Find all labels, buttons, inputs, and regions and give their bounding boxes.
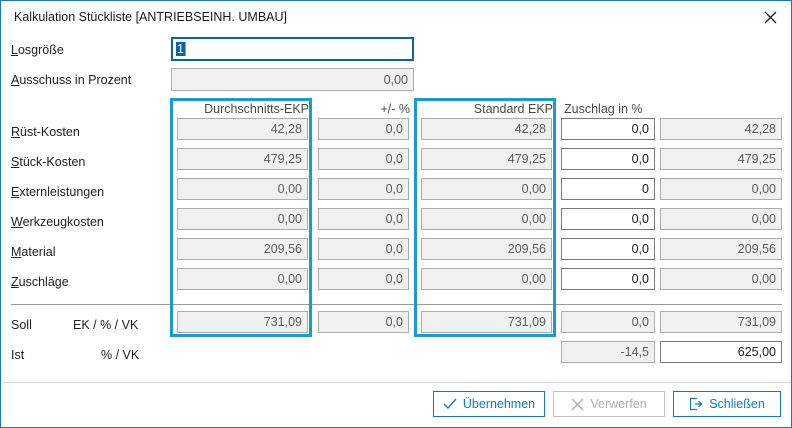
cell-material-plus-minus[interactable]: 0,0	[318, 238, 409, 260]
cell-zuschlaege-plus-minus[interactable]: 0,0	[318, 268, 409, 290]
losgroesse-accel: L	[11, 43, 18, 57]
row-label-rest-4: aterial	[21, 245, 56, 259]
ist-sublabel: % / VK	[101, 348, 140, 362]
window-title: Kalkulation Stückliste [ANTRIEBSEINH. UM…	[14, 10, 287, 24]
row-label-werkzeugkosten: Werkzeugkosten	[11, 215, 104, 229]
cell-extern-total[interactable]: 0,00	[660, 178, 782, 200]
row-accel-5: Z	[11, 275, 19, 289]
cell-ruest-total[interactable]: 42,28	[660, 118, 782, 140]
column-header-plus-minus-pct: +/- %	[380, 102, 410, 116]
exit-icon	[690, 397, 703, 411]
cell-ist-vk[interactable]: 625,00	[660, 341, 782, 363]
schliessen-button[interactable]: Schließen	[673, 391, 781, 417]
ist-label: Ist	[11, 348, 25, 362]
cell-extern-standard-ekp[interactable]: 0,00	[421, 178, 552, 200]
cell-extern-plus-minus[interactable]: 0,0	[318, 178, 409, 200]
summary-separator	[11, 304, 782, 305]
cell-material-zuschlag[interactable]: 0,0	[561, 238, 655, 260]
uebernehmen-button[interactable]: Übernehmen	[433, 391, 545, 417]
row-accel-0: R	[11, 125, 21, 139]
cell-ruest-zuschlag[interactable]: 0,0	[561, 118, 655, 140]
row-accel-4: M	[11, 245, 22, 259]
cell-stueck-plus-minus[interactable]: 0,0	[318, 148, 409, 170]
cell-zuschlaege-standard-ekp[interactable]: 0,00	[421, 268, 552, 290]
title-bar: Kalkulation Stückliste [ANTRIEBSEINH. UM…	[2, 2, 791, 32]
close-icon	[764, 11, 776, 23]
row-label-ruest-kosten: Rüst-Kosten	[11, 125, 80, 139]
ausschuss-label-rest: usschuss in Prozent	[19, 73, 132, 87]
cell-soll-plus-minus[interactable]: 0,0	[318, 311, 409, 333]
cross-icon	[571, 398, 584, 410]
row-label-zuschlaege: Zuschläge	[11, 275, 69, 289]
row-accel-1: S	[11, 155, 20, 169]
losgroesse-input[interactable]: 1	[171, 37, 414, 61]
cell-soll-zuschlag[interactable]: 0,0	[561, 311, 655, 333]
cell-ruest-standard-ekp[interactable]: 42,28	[421, 118, 552, 140]
text-caret	[184, 42, 186, 56]
cell-material-total[interactable]: 209,56	[660, 238, 782, 260]
cell-werkzeug-standard-ekp[interactable]: 0,00	[421, 208, 552, 230]
cell-stueck-zuschlag[interactable]: 0,0	[561, 148, 655, 170]
verwerfen-button[interactable]: Verwerfen	[553, 391, 665, 417]
close-window-button[interactable]	[748, 2, 791, 32]
row-label-rest-0: üst-Kosten	[20, 125, 80, 139]
footer-separator	[2, 382, 791, 383]
cell-soll-total[interactable]: 731,09	[660, 311, 782, 333]
ausschuss-input[interactable]: 0,00	[171, 68, 414, 91]
cell-zuschlaege-durchschnitts-ekp[interactable]: 0,00	[177, 268, 308, 290]
losgroesse-label: Losgröße	[11, 43, 64, 57]
cell-stueck-total[interactable]: 479,25	[660, 148, 782, 170]
verwerfen-label: Verwerfen	[590, 397, 647, 411]
row-label-rest-1: tück-Kosten	[19, 155, 86, 169]
ausschuss-accel: A	[11, 73, 20, 87]
cell-stueck-durchschnitts-ekp[interactable]: 479,25	[177, 148, 308, 170]
soll-label: Soll	[11, 318, 32, 332]
row-label-externleistungen: Externleistungen	[11, 185, 104, 199]
row-label-rest-2: xternleistungen	[19, 185, 105, 199]
cell-zuschlaege-total[interactable]: 0,00	[660, 268, 782, 290]
losgroesse-label-rest: osgröße	[17, 43, 64, 57]
cell-material-standard-ekp[interactable]: 209,56	[421, 238, 552, 260]
ausschuss-label: Ausschuss in Prozent	[11, 73, 131, 87]
cell-werkzeug-zuschlag[interactable]: 0,0	[561, 208, 655, 230]
row-label-stueck-kosten: Stück-Kosten	[11, 155, 85, 169]
uebernehmen-label: Übernehmen	[462, 397, 536, 411]
schliessen-label: Schließen	[709, 397, 765, 411]
column-header-durchschnitts-ekp: Durchschnitts-EKP	[204, 102, 309, 116]
column-header-zuschlag-in-pct: Zuschlag in %	[564, 102, 643, 116]
losgroesse-value: 1	[176, 42, 185, 56]
cell-stueck-standard-ekp[interactable]: 479,25	[421, 148, 552, 170]
cell-material-durchschnitts-ekp[interactable]: 209,56	[177, 238, 308, 260]
row-label-rest-3: erkzeugkosten	[22, 215, 104, 229]
cell-ruest-durchschnitts-ekp[interactable]: 42,28	[177, 118, 308, 140]
cell-extern-zuschlag[interactable]: 0	[561, 178, 655, 200]
cell-ist-zuschlag[interactable]: -14,5	[561, 341, 655, 363]
cell-werkzeug-durchschnitts-ekp[interactable]: 0,00	[177, 208, 308, 230]
cell-zuschlaege-zuschlag[interactable]: 0,0	[561, 268, 655, 290]
row-label-material: Material	[11, 245, 55, 259]
row-accel-2: E	[11, 185, 20, 199]
column-header-standard-ekp: Standard EKP	[473, 102, 553, 116]
soll-sublabel: EK / % / VK	[73, 318, 139, 332]
cell-soll-durchschnitts-ekp[interactable]: 731,09	[177, 311, 308, 333]
row-accel-3: W	[11, 215, 23, 229]
cell-werkzeug-total[interactable]: 0,00	[660, 208, 782, 230]
cell-ruest-plus-minus[interactable]: 0,0	[318, 118, 409, 140]
row-label-rest-5: uschläge	[18, 275, 69, 289]
cell-extern-durchschnitts-ekp[interactable]: 0,00	[177, 178, 308, 200]
ausschuss-value: 0,00	[383, 72, 408, 87]
cell-soll-standard-ekp[interactable]: 731,09	[421, 311, 552, 333]
cell-werkzeug-plus-minus[interactable]: 0,0	[318, 208, 409, 230]
check-icon	[443, 398, 457, 410]
